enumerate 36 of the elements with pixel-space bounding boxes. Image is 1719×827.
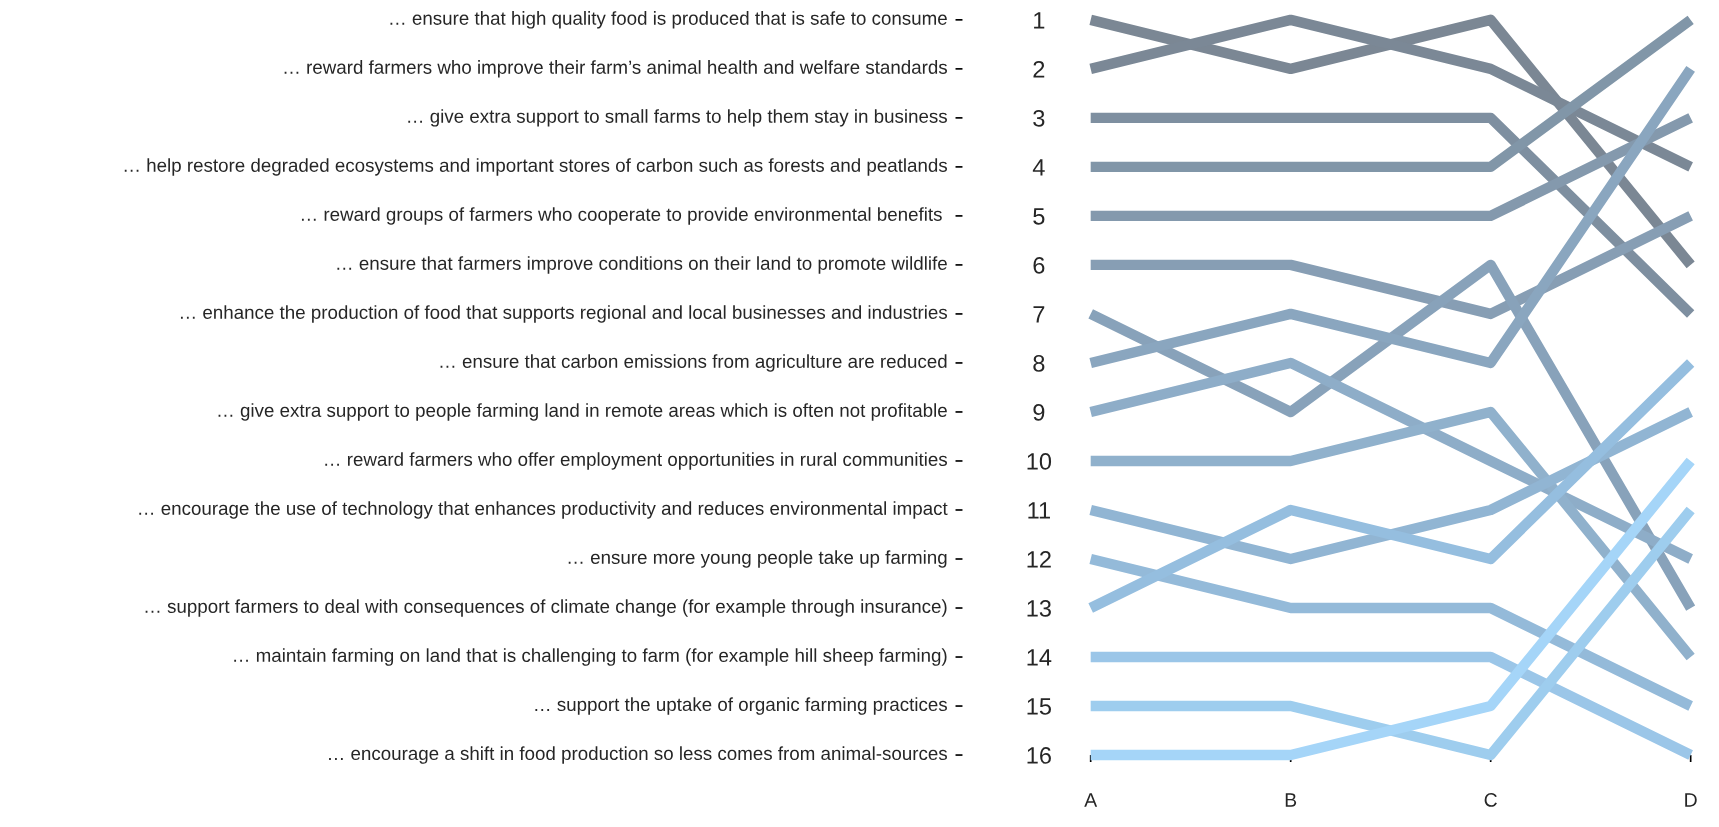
y-tick-label: 2 (1033, 60, 1045, 78)
text: … support the uptake of organic farming practices (535, 697, 947, 715)
text: … give extra support to small farms to help them stay in business (408, 109, 947, 127)
x-tick-label: A (1084, 793, 1098, 807)
text: … reward farmers who offer employment opportunities in rural communities (325, 452, 947, 470)
text: … ensure that high quality food is produced that is safe to consume (390, 11, 947, 29)
y-tick-label: 16 (1027, 747, 1051, 764)
text: … reward groups of farmers who cooperate to provide environmental benefits (301, 207, 942, 225)
y-tick-label: 7 (1033, 306, 1045, 323)
y-tick-label: 3 (1033, 109, 1045, 127)
y-tick-label: 12 (1027, 551, 1051, 568)
y-tick-label: 11 (1028, 502, 1050, 519)
text: … reward farmers who improve their farm’s animal health and welfare standards (284, 60, 947, 78)
text: … ensure that carbon emissions from agriculture are reduced (440, 354, 947, 372)
text: … help restore degraded ecosystems and important stores of carbon such as forests and peatlands (124, 158, 948, 176)
x-tick-label: C (1484, 793, 1497, 807)
y-tick-label: 1 (1034, 12, 1045, 29)
text: … enhance the production of food that supports regional and local businesses and industries (180, 305, 948, 323)
x-tick-label: B (1285, 793, 1297, 807)
y-tick-label: 9 (1033, 404, 1045, 421)
y-tick-label: 4 (1032, 159, 1045, 176)
y-tick-label: 10 (1027, 453, 1052, 470)
text: … encourage a shift in food production so less comes from animal-sources (329, 746, 947, 764)
x-tick-label: D (1685, 793, 1697, 807)
text: … encourage the use of technology that enhances productivity and reduces environmental impact (139, 501, 948, 519)
text: … ensure more young people take up farming (568, 550, 947, 568)
y-tick-label: 14 (1027, 649, 1052, 666)
y-tick-label: 5 (1033, 208, 1045, 225)
text: … support farmers to deal with consequences of climate change (for example through insurance) (145, 599, 947, 617)
y-tick-label: 6 (1033, 256, 1045, 274)
y-tick-label: 15 (1027, 698, 1051, 715)
y-tick-label: 13 (1027, 600, 1051, 617)
text: … maintain farming on land that is challenging to farm (for example hill sheep farming) (234, 648, 947, 666)
text: … give extra support to people farming land in remote areas which is often not profitable (218, 403, 947, 421)
text: … ensure that farmers improve conditions on their land to promote wildlife (337, 256, 947, 274)
y-tick-label: 8 (1033, 355, 1045, 372)
